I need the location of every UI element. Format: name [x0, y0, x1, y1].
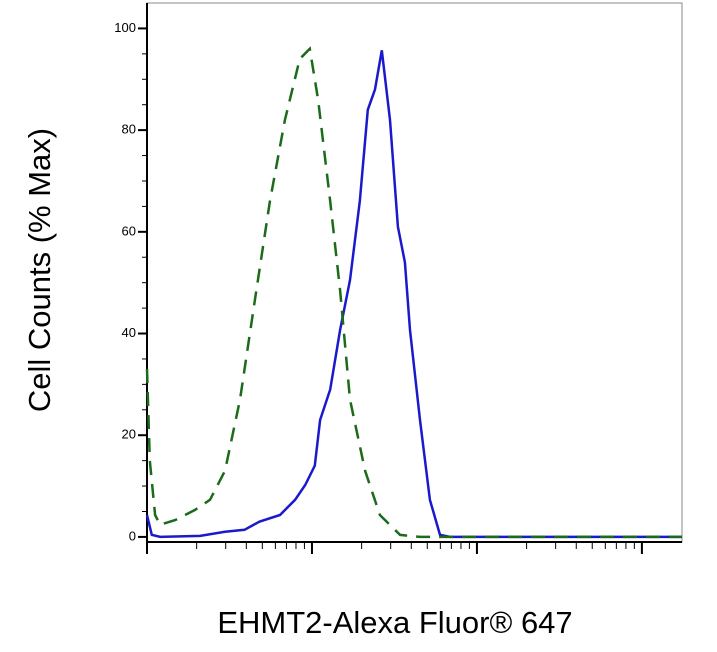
y-axis-title: Cell Counts (% Max) [22, 128, 57, 412]
y-tick-label: 100 [114, 20, 136, 35]
y-tick-label: 20 [122, 427, 136, 442]
y-tick-label: 80 [122, 122, 136, 137]
y-tick-label: 40 [122, 325, 136, 340]
histogram-line [145, 50, 682, 539]
histogram-line [145, 46, 682, 539]
y-tick-label: 60 [122, 223, 136, 238]
y-tick-label: 0 [129, 528, 136, 543]
x-axis-title: EHMT2-Alexa Fluor® 647 [217, 605, 572, 640]
